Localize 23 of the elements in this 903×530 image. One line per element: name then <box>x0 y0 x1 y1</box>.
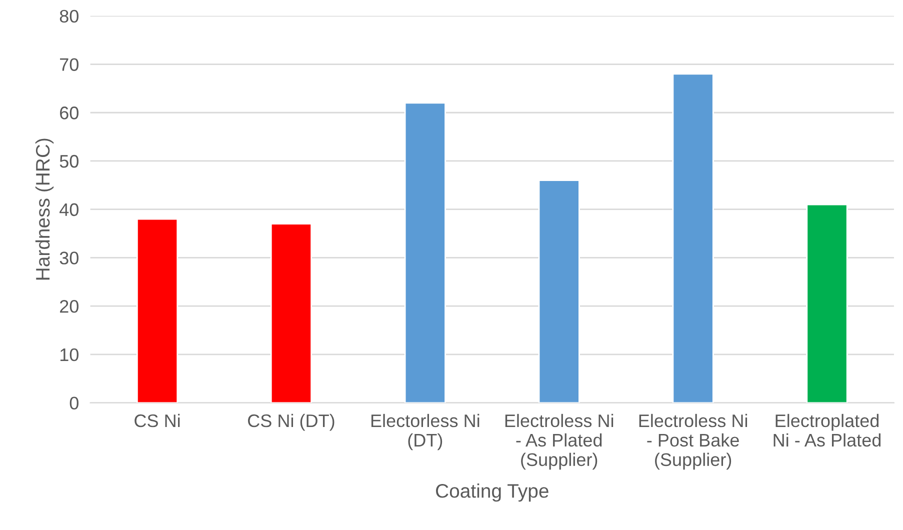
x-tick-label: Electroless Ni - As Plated (Supplier) <box>505 414 614 470</box>
y-tick-label: 20 <box>60 300 78 313</box>
y-tick-label: 80 <box>60 10 78 23</box>
y-tick-label: 10 <box>60 348 78 362</box>
y-tick-label: 30 <box>60 252 78 264</box>
y-tick-label: 70 <box>60 58 78 71</box>
bar <box>136 218 178 403</box>
bar <box>806 204 848 403</box>
x-tick-label: CS Ni <box>134 414 180 428</box>
y-tick-label: 50 <box>60 154 78 168</box>
x-tick-label: Electroplated Ni - As Plated <box>774 414 881 447</box>
y-tick-label: 60 <box>60 106 78 120</box>
bar <box>672 73 714 403</box>
x-tick-label: Electorless Ni (DT) <box>371 414 480 450</box>
x-tick-label: CS Ni (DT) <box>248 414 334 431</box>
bar <box>270 223 312 403</box>
y-axis-title: Hardness (HRC) <box>35 138 54 280</box>
bar <box>538 180 580 403</box>
y-tick-label: 40 <box>60 203 78 216</box>
bar <box>404 102 446 403</box>
x-axis-title: Coating Type <box>436 484 548 502</box>
y-tick-label: 0 <box>70 396 78 410</box>
x-tick-label: Electroless Ni - Post Bake (Supplier) <box>639 414 748 470</box>
